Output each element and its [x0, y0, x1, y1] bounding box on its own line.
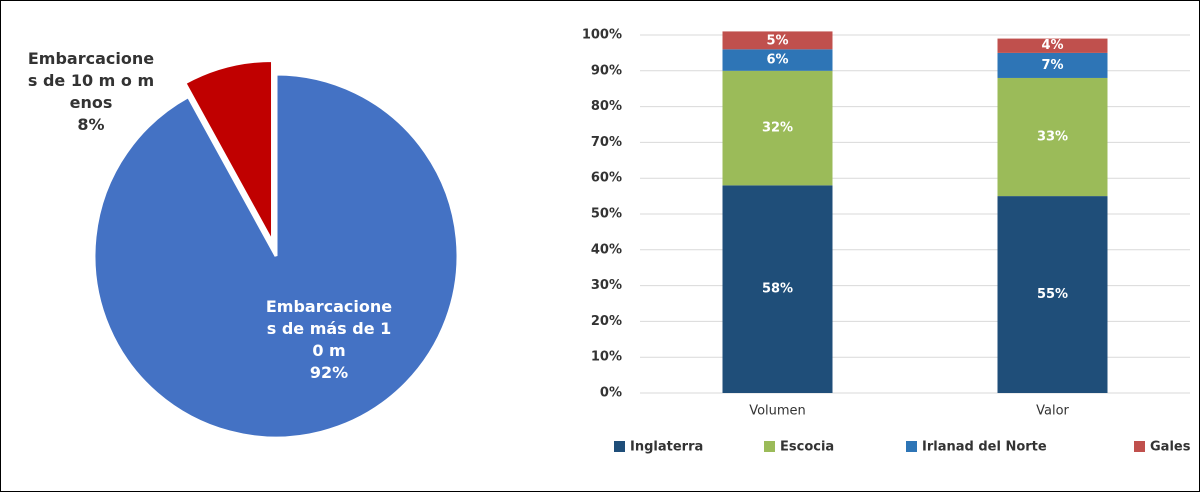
legend-label: Gales	[1150, 440, 1191, 455]
data-label: 5%	[766, 34, 788, 49]
y-tick-label: 40%	[591, 242, 622, 257]
y-tick-label: 20%	[591, 314, 622, 329]
legend-swatch	[764, 441, 775, 452]
y-tick-label: 90%	[591, 63, 622, 78]
bar-segment	[722, 185, 833, 393]
legend-label: Inglaterra	[630, 440, 703, 455]
data-label: 6%	[766, 53, 788, 68]
legend-swatch	[614, 441, 625, 452]
y-tick-label: 0%	[600, 386, 622, 401]
data-label: 58%	[762, 282, 793, 297]
pie-slice	[182, 58, 275, 244]
x-tick-label: Valor	[1036, 404, 1069, 419]
bar-segment	[722, 70, 833, 186]
y-tick-label: 60%	[591, 171, 622, 186]
bar-segment	[997, 77, 1108, 197]
slice-label: Embarcaciones de 10 m o menos 8%	[25, 48, 157, 136]
slice-value: 92%	[309, 363, 349, 382]
legend-label: Irlanad del Norte	[922, 440, 1047, 455]
bar-segment	[722, 31, 833, 50]
y-tick-label: 70%	[591, 135, 622, 150]
y-tick-label: 10%	[591, 350, 622, 365]
slice-name: Embarcaciones de 10 m o menos	[27, 49, 155, 112]
bar-segment	[722, 49, 833, 71]
y-tick-label: 30%	[591, 278, 622, 293]
y-tick-label: 80%	[591, 99, 622, 114]
bar-segment	[997, 196, 1108, 393]
x-tick-label: Volumen	[749, 404, 806, 419]
data-label: 55%	[1037, 287, 1068, 302]
data-label: 32%	[762, 121, 793, 136]
y-tick-label: 100%	[582, 28, 622, 43]
slice-value: 8%	[77, 115, 105, 134]
bar-segment	[997, 38, 1108, 53]
data-label: 7%	[1041, 58, 1063, 73]
slice-name: Embarcaciones de más de 10 m	[265, 297, 393, 360]
pie-slice	[92, 72, 460, 440]
bar-segment	[997, 52, 1108, 78]
data-label: 4%	[1041, 38, 1063, 53]
y-tick-label: 50%	[591, 207, 622, 222]
data-label: 33%	[1037, 130, 1068, 145]
legend-swatch	[1134, 441, 1145, 452]
slice-label: Embarcaciones de más de 10 m 92%	[262, 296, 396, 384]
legend-swatch	[906, 441, 917, 452]
legend-label: Escocia	[780, 440, 834, 455]
